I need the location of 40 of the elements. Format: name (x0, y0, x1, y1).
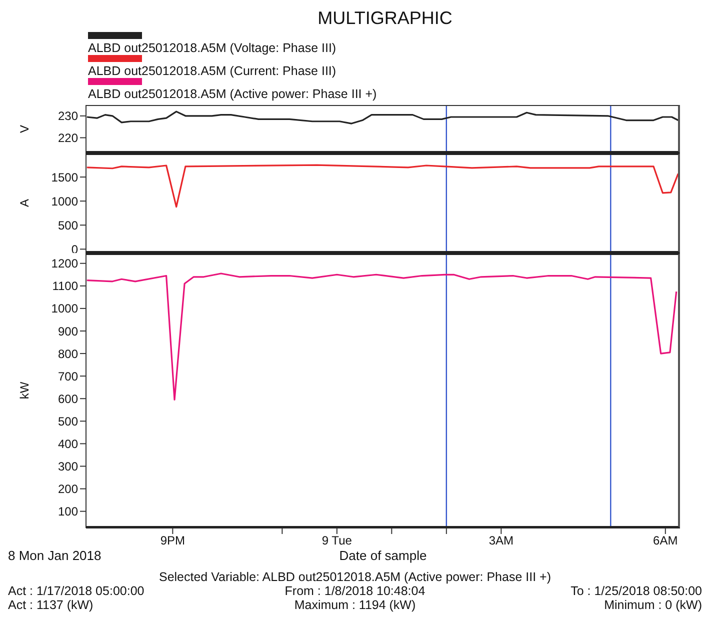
text: From : 1/8/2018 10:48:04 (284, 584, 426, 598)
y-axis-title: A (17, 198, 32, 208)
text: To : 1/25/2018 08:50:00 (570, 584, 702, 598)
legend-label: ALBD out25012018.A5M (Voltage: Phase III) (88, 41, 338, 55)
text: 8 Mon Jan 2018 (8, 548, 102, 563)
y-tick-label: 200 (58, 482, 78, 496)
x-tick-label: 6AM (653, 534, 678, 548)
y-tick-label: 1500 (51, 170, 78, 184)
y-tick-label: 1000 (51, 302, 78, 316)
legend-label: ALBD out25012018.A5M (Current: Phase III) (88, 64, 338, 78)
y-tick-label: 700 (58, 369, 78, 384)
line-series (86, 164, 679, 208)
y-tick-label: 600 (58, 392, 78, 406)
y-tick-label: 800 (58, 346, 78, 361)
text: Minimum : 0 (kW) (603, 598, 702, 612)
text: Act : 1137 (kW) (8, 598, 94, 612)
y-tick-label: 300 (58, 460, 78, 474)
text: Act : 1/17/2018 05:00:00 (8, 584, 146, 598)
x-tick-label: 9 Tue (322, 534, 352, 548)
y-tick-label: 1100 (52, 279, 78, 294)
y-tick-label: 1000 (51, 194, 78, 208)
text: Maximum : 1194 (kW) (293, 598, 417, 612)
x-tick-label: 9PM (160, 534, 186, 548)
x-tick-label: 3AM (488, 534, 514, 548)
chart-title: MULTIGRAPHIC (316, 8, 454, 30)
y-tick-label: 900 (58, 324, 78, 338)
y-tick-label: 400 (58, 436, 78, 451)
y-tick-label: 1200 (51, 256, 78, 271)
y-tick-label: 230 (58, 109, 78, 124)
text: Selected Variable: ALBD out25012018.A5M (Active power: Phase III +) (158, 570, 552, 584)
line-series (86, 110, 679, 124)
y-tick-label: 500 (58, 218, 78, 232)
y-tick-label: 100 (58, 504, 78, 519)
line-series (86, 272, 678, 401)
y-axis-title: V (17, 124, 32, 134)
y-tick-label: 220 (58, 130, 78, 145)
legend-label: ALBD out25012018.A5M (Active power: Phase III +) (88, 87, 378, 101)
y-tick-label: 500 (58, 414, 78, 428)
y-axis-title: kW (17, 381, 32, 400)
x-axis-title: Date of sample (339, 548, 427, 563)
